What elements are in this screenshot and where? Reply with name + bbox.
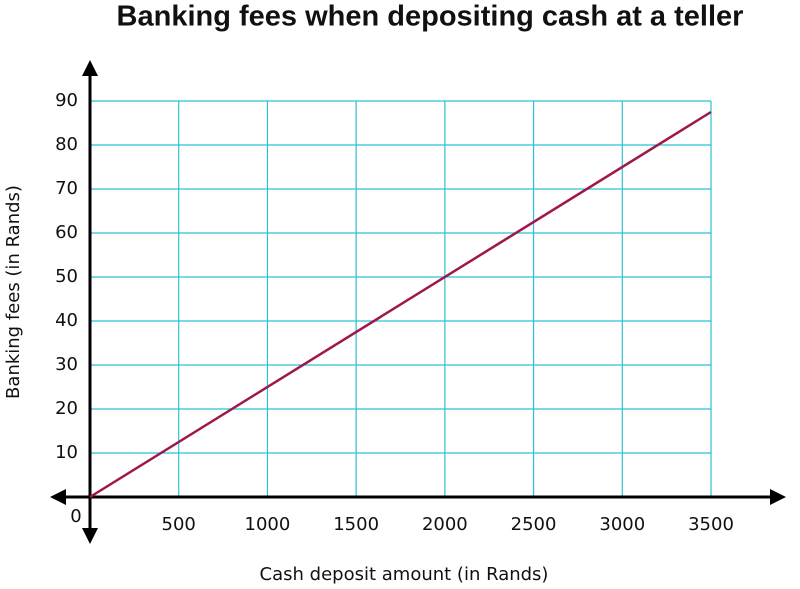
y-tick-label: 90	[55, 90, 78, 111]
y-tick-label: 10	[55, 442, 78, 463]
y-tick-label: 50	[55, 266, 78, 287]
y-tick-label: 40	[55, 310, 78, 331]
x-tick-label: 500	[162, 514, 196, 535]
y-tick-label: 20	[55, 398, 78, 419]
axes	[50, 60, 786, 544]
y-arrow-up	[82, 60, 98, 76]
x-arrow-left	[50, 489, 66, 505]
x-tick-label: 2500	[511, 514, 557, 535]
x-tick-label: 1500	[333, 514, 379, 535]
x-tick-label: 3500	[688, 514, 734, 535]
x-axis-label: Cash deposit amount (in Rands)	[260, 564, 549, 585]
y-tick-label: 80	[55, 134, 78, 155]
chart-title: Banking fees when depositing cash at a t…	[117, 1, 744, 33]
grid	[90, 100, 712, 497]
x-tick-label: 0	[70, 506, 81, 527]
x-tick-label: 3000	[599, 514, 645, 535]
x-tick-label: 2000	[422, 514, 468, 535]
x-tick-label: 1000	[245, 514, 291, 535]
x-arrow-right	[770, 489, 786, 505]
y-tick-label: 70	[55, 178, 78, 199]
y-arrow-down	[82, 528, 98, 544]
y-tick-label: 60	[55, 222, 78, 243]
y-tick-label: 30	[55, 354, 78, 375]
data-line	[89, 110, 712, 499]
y-axis-label: Banking fees (in Rands)	[3, 185, 24, 399]
